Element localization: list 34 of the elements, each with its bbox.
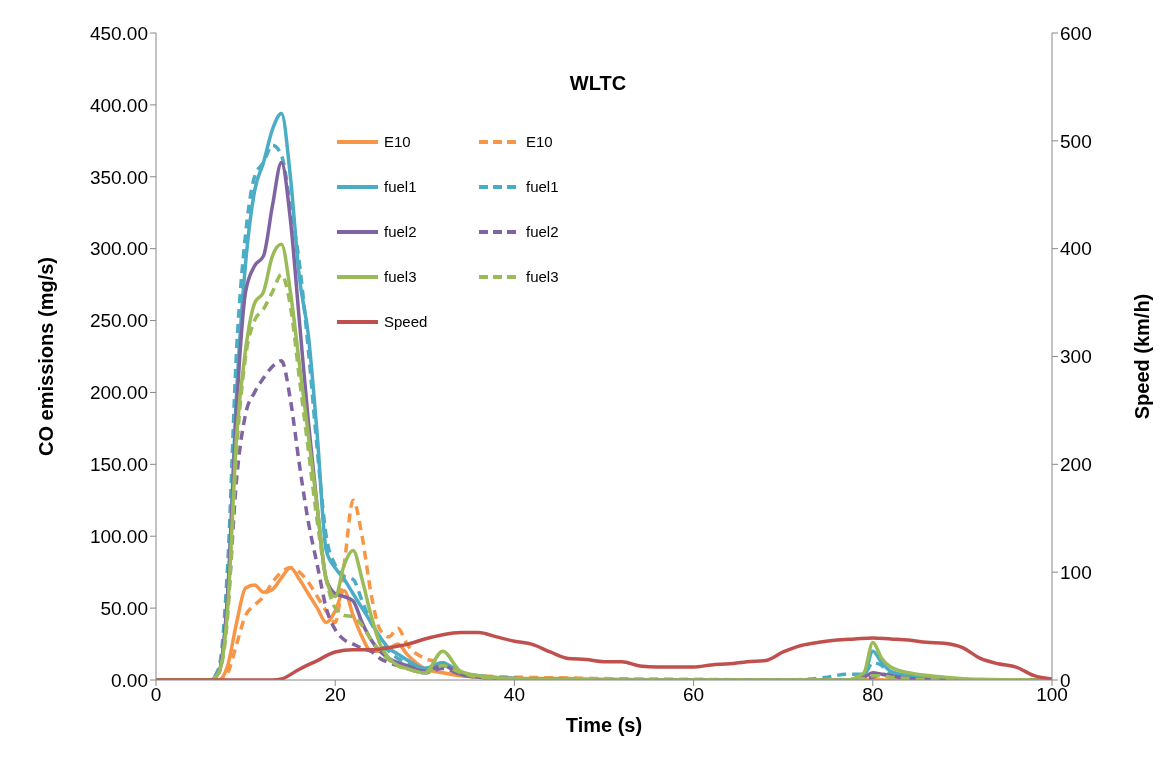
y2-axis-title: Speed (km/h) (1131, 293, 1154, 420)
y-axis-title: CO emissions (mg/s) (35, 257, 58, 456)
y-tick-label: 150.00 (89, 454, 148, 476)
text: WLTC (568, 72, 628, 95)
legend-label: E10 (384, 133, 411, 150)
y2-tick-label: 400 (1060, 238, 1092, 260)
y2-tick-label: 200 (1060, 454, 1092, 476)
y-tick-label: 250.00 (89, 310, 148, 332)
legend-label: fuel3 (384, 268, 417, 285)
y-tick-label: 400.00 (89, 94, 148, 116)
y-tick-label: 100.00 (89, 525, 148, 547)
legend-label: fuel2 (384, 223, 417, 240)
x-tick-label: 20 (324, 684, 346, 706)
legend-label: Speed (384, 313, 428, 330)
y-tick-label: 0.00 (111, 669, 148, 691)
legend-label: fuel2 (526, 223, 559, 240)
y-tick-label: 50.00 (100, 597, 148, 619)
legend-label: fuel3 (526, 268, 559, 285)
y2-tick-label: 300 (1060, 346, 1092, 368)
x-axis-title: Time (s) (565, 714, 643, 736)
y2-tick-label: 500 (1060, 130, 1092, 152)
x-tick-label: 60 (683, 684, 705, 706)
legend-label: fuel1 (526, 178, 559, 195)
legend-label: fuel1 (384, 178, 417, 195)
y-tick-label: 300.00 (89, 238, 148, 260)
y-tick-label: 350.00 (89, 166, 148, 188)
x-tick-label: 0 (150, 684, 162, 706)
y2-tick-label: 600 (1060, 22, 1092, 44)
legend-label: E10 (526, 133, 553, 150)
y2-tick-label: 100 (1060, 561, 1092, 583)
x-tick-label: 40 (503, 684, 525, 706)
x-tick-label: 80 (862, 684, 884, 706)
y-tick-label: 450.00 (89, 22, 148, 44)
y-tick-label: 200.00 (89, 382, 148, 404)
